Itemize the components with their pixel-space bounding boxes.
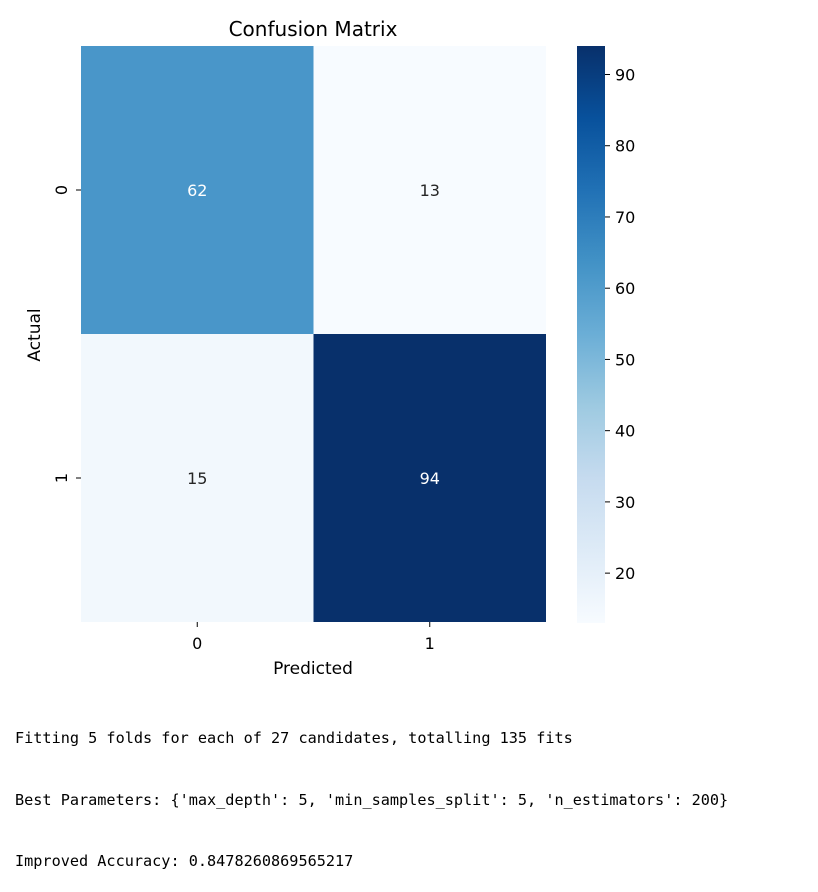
colorbar-tick-label: 40 bbox=[615, 422, 635, 441]
colorbar-tick-label: 30 bbox=[615, 493, 635, 512]
heatmap-cell bbox=[81, 334, 314, 622]
colorbar-tick-label: 50 bbox=[615, 350, 635, 369]
x-tick-label: 1 bbox=[425, 634, 435, 653]
colorbar-ticks: 20 30 40 50 60 70 80 90 bbox=[605, 65, 635, 583]
y-axis-label: Actual bbox=[25, 308, 45, 361]
colorbar bbox=[577, 46, 605, 623]
cell-value-label: 15 bbox=[187, 469, 207, 488]
heatmap-cell bbox=[313, 334, 546, 622]
heatmap-cell bbox=[81, 46, 314, 334]
console-output: Fitting 5 folds for each of 27 candidate… bbox=[15, 687, 728, 892]
colorbar-tick-label: 70 bbox=[615, 208, 635, 227]
x-axis-label: Predicted bbox=[273, 659, 353, 679]
colorbar-tick-label: 90 bbox=[615, 65, 635, 84]
cell-value-label: 62 bbox=[187, 181, 207, 200]
y-axis-ticks: 01 bbox=[52, 185, 81, 483]
colorbar-tick-label: 20 bbox=[615, 564, 635, 583]
chart-title: Confusion Matrix bbox=[229, 17, 398, 41]
console-line-best-params: Best Parameters: {'max_depth': 5, 'min_s… bbox=[15, 790, 729, 809]
cell-value-label: 94 bbox=[420, 469, 440, 488]
cell-annotations: 62 13 15 94 bbox=[187, 181, 440, 488]
heatmap-cell bbox=[313, 46, 546, 334]
console-line-accuracy: Improved Accuracy: 0.8478260869565217 bbox=[15, 852, 354, 870]
heatmap-cells bbox=[81, 46, 546, 622]
console-line-fitting: Fitting 5 folds for each of 27 candidate… bbox=[15, 729, 573, 747]
x-tick-label: 0 bbox=[192, 634, 202, 653]
y-tick-label: 1 bbox=[52, 473, 71, 483]
y-tick-label: 0 bbox=[52, 185, 71, 195]
colorbar-tick-label: 60 bbox=[615, 279, 635, 298]
cell-value-label: 13 bbox=[420, 181, 440, 200]
colorbar-tick-label: 80 bbox=[615, 137, 635, 156]
